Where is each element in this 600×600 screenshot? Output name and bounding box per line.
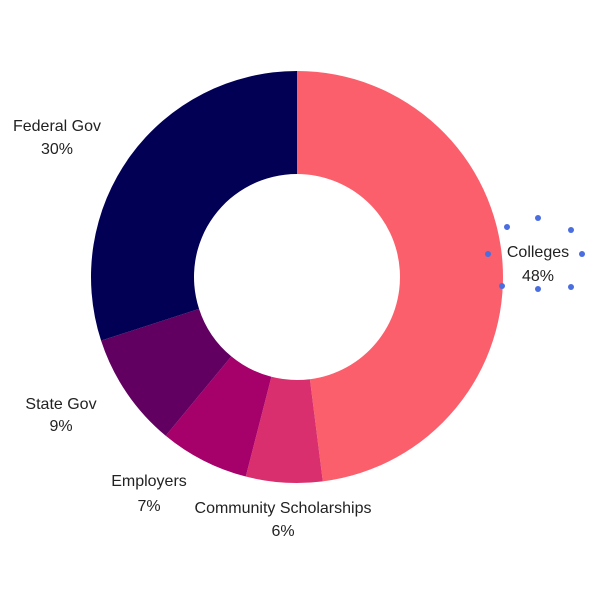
slice-community-scholarships[interactable] [245, 376, 323, 484]
donut-slices [90, 71, 504, 484]
selection-handle[interactable] [485, 251, 491, 257]
selection-handle[interactable] [535, 286, 541, 292]
selection-handles[interactable] [485, 215, 585, 292]
selection-handle[interactable] [579, 251, 585, 257]
slice-label-employers: Employers [111, 473, 187, 490]
selection-handle[interactable] [504, 224, 510, 230]
slice-value-colleges: 48% [522, 268, 554, 285]
slice-federal-gov[interactable] [90, 71, 297, 341]
slice-state-gov[interactable] [101, 308, 232, 436]
selection-handle[interactable] [568, 284, 574, 290]
selection-handle[interactable] [568, 227, 574, 233]
slice-value-state-gov: 9% [49, 418, 72, 435]
slice-employers[interactable] [165, 356, 272, 477]
selection-handle[interactable] [499, 283, 505, 289]
slice-label-community-scholarships: Community Scholarships [195, 500, 372, 517]
selection-handle[interactable] [535, 215, 541, 221]
slice-colleges[interactable] [297, 71, 504, 482]
slice-label-colleges: Colleges [507, 244, 569, 261]
slice-value-employers: 7% [137, 498, 160, 515]
slice-label-federal-gov: Federal Gov [13, 118, 101, 135]
slice-label-state-gov: State Gov [25, 396, 96, 413]
slice-labels: Colleges 48% Community Scholarships 6% Emplo… [13, 118, 569, 540]
slice-value-federal-gov: 30% [41, 141, 73, 158]
slice-value-community-scholarships: 6% [271, 523, 294, 540]
